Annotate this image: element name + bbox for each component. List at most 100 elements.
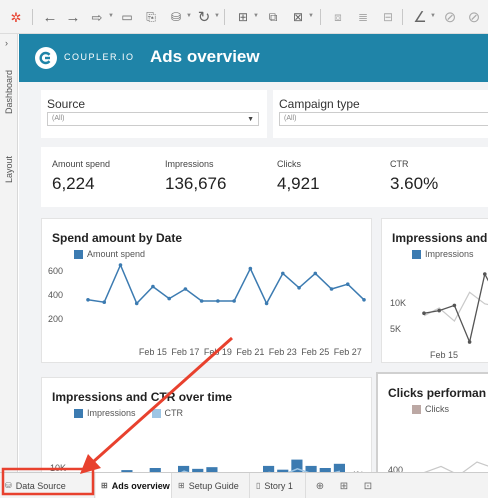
impressions-ctr-card: Impressions and CTR over time Impression…: [41, 377, 372, 472]
fit-icon[interactable]: ⊘: [467, 8, 481, 26]
legend-swatch: [74, 249, 83, 259]
kpi-label: Clicks: [277, 159, 301, 169]
new-dashboard-icon[interactable]: ⊞: [339, 480, 349, 492]
bar-impressions: [319, 468, 331, 472]
legend-label: Clicks: [425, 404, 449, 414]
chart-legend: Impressions: [412, 249, 474, 259]
logo-text: COUPLER.IO: [64, 52, 135, 62]
refresh-icon[interactable]: ↻: [197, 8, 211, 26]
kpi-value: 6,224: [52, 174, 95, 193]
data-point: [437, 308, 441, 313]
source-select[interactable]: (All) ▼: [47, 112, 259, 126]
add-sheet-icon[interactable]: ⊞: [237, 10, 249, 24]
highlight-icon[interactable]: ∠: [413, 8, 427, 26]
legend-swatch: [412, 404, 421, 414]
series-line-secondary: [423, 461, 488, 472]
tab-label: Data Source: [15, 480, 66, 491]
data-point: [248, 266, 253, 271]
label-icon[interactable]: ⊟: [382, 10, 394, 24]
dashboard-icon: ⊞: [101, 481, 108, 490]
x-tick-label: Feb 27: [334, 347, 362, 357]
toolbar: ✲ ← → ⇨ ▼ ▭ ⎘ ⛁ ▼ ↻ ▼ ⊞ ▼ ⧉ ⊠ ▼ ⧈ ≣ ⊟ ∠ …: [0, 0, 488, 34]
chevron-right-icon[interactable]: ›: [5, 38, 8, 48]
spend-line-chart: 600 400 200 Feb 15 Feb 17 Feb 19 Feb 21 Feb 23 F…: [48, 263, 366, 357]
x-tick-label: Feb 15: [430, 350, 458, 360]
kpi-label: Amount spend: [52, 159, 111, 169]
x-tick-label: Feb 21: [236, 347, 264, 357]
tab-ads-overview[interactable]: ⊞ Ads overview: [96, 473, 172, 498]
legend-swatch: [412, 249, 421, 259]
bar-impressions: [149, 468, 161, 472]
x-tick-label: Feb 19: [204, 347, 232, 357]
legend-label: Amount spend: [87, 249, 146, 259]
bar-impressions: [263, 465, 275, 472]
swap-icon[interactable]: ⇨: [91, 9, 103, 25]
kpi-value: 3.60%: [390, 174, 439, 193]
spend-chart-card: Spend amount by Date Amount spend 600 400…: [41, 218, 372, 363]
page-title: Ads overview: [150, 47, 260, 66]
y-tick-label: 10K: [50, 463, 66, 472]
filter-label: Campaign type: [279, 97, 360, 111]
tab-story-1[interactable]: ▯ Story 1: [251, 473, 306, 498]
tab-dashboard[interactable]: Dashboard: [4, 70, 14, 115]
impressions-ctr-combo-chart: 10K4%2%: [50, 459, 364, 472]
clear-sheet-icon[interactable]: ⊠: [292, 10, 304, 24]
chart-title: Clicks performan: [388, 386, 487, 400]
dashboard-icon: ⊞: [178, 481, 185, 490]
bar-impressions: [291, 459, 303, 472]
new-story-icon[interactable]: ⊡: [363, 480, 373, 492]
bar-impressions: [333, 463, 345, 472]
data-point: [452, 303, 457, 308]
data-point: [102, 300, 107, 304]
kpi-label: CTR: [390, 159, 409, 169]
coupler-logo-icon: [35, 47, 57, 69]
story-icon: ▯: [256, 481, 261, 490]
filter-campaign-type: Campaign type (All): [273, 90, 488, 138]
new-worksheet-icon[interactable]: ⊕: [315, 480, 325, 492]
x-tick-label: Feb 25: [301, 347, 329, 357]
data-point: [232, 299, 236, 303]
impressions-partial-card: Impressions and Impressions 10K 5K Feb 15: [381, 218, 488, 363]
legend-swatch: [74, 408, 83, 418]
data-point: [216, 299, 220, 303]
back-arrow-icon[interactable]: ←: [42, 8, 58, 26]
chart-legend: Amount spend: [74, 249, 145, 259]
database-icon: ⛁: [5, 481, 12, 490]
duplicate-icon[interactable]: ⧉: [268, 10, 278, 24]
tab-layout[interactable]: Layout: [4, 156, 14, 184]
kpi-value: 136,676: [165, 174, 227, 193]
data-point: [329, 287, 334, 291]
impressions-line-chart: 10K 5K Feb 15: [390, 272, 488, 360]
data-point: [167, 296, 171, 301]
tableau-logo-icon[interactable]: ✲: [10, 9, 22, 25]
save-icon[interactable]: ▭: [121, 10, 133, 24]
sort-icon[interactable]: ≣: [357, 10, 369, 24]
datasource-icon[interactable]: ⛁: [170, 10, 182, 24]
group-icon[interactable]: ⧈: [334, 10, 342, 24]
data-point: [281, 271, 285, 276]
tab-label: Setup Guide: [188, 480, 239, 491]
data-point: [362, 298, 366, 302]
data-point: [151, 284, 155, 289]
series-line-impressions: [423, 272, 488, 345]
forward-arrow-icon[interactable]: →: [65, 8, 81, 26]
legend-label: Impressions: [425, 249, 474, 259]
kpi-label: Impressions: [165, 159, 214, 169]
y2-tick-label: 4%: [351, 470, 364, 472]
chart-title: Impressions and: [392, 231, 488, 245]
y-tick-label: 200: [48, 314, 63, 324]
chart-legend: Clicks: [412, 404, 449, 414]
kpi-value: 4,921: [277, 174, 320, 193]
new-sheet-icon[interactable]: ⎘: [146, 10, 156, 24]
y-tick-label: 600: [48, 266, 63, 276]
pin-icon[interactable]: ⊘: [443, 8, 457, 26]
campaign-type-select[interactable]: (All): [279, 112, 488, 126]
data-point: [483, 272, 487, 276]
tab-setup-guide[interactable]: ⊞ Setup Guide: [173, 473, 250, 498]
chevron-down-icon: ▼: [247, 116, 254, 123]
x-tick-label: Feb 15: [139, 347, 167, 357]
chart-title: Spend amount by Date: [52, 231, 183, 245]
tab-data-source[interactable]: ⛁ Data Source: [0, 473, 95, 498]
